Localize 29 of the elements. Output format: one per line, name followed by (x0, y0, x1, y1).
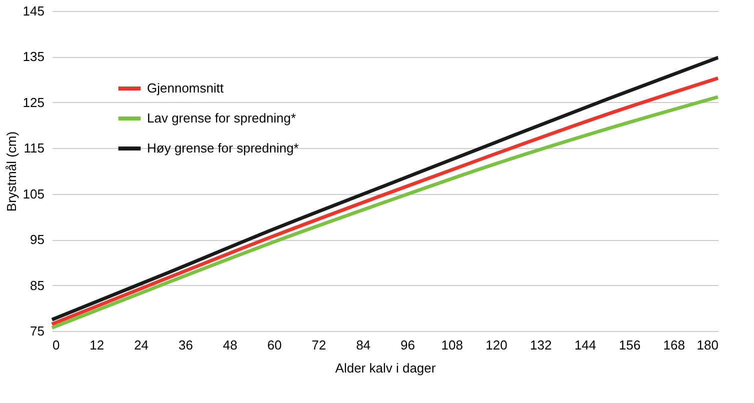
legend-label: Lav grense for spredning* (147, 110, 296, 126)
x-tick-label: 12 (90, 338, 104, 352)
x-tick-label: 108 (441, 338, 463, 352)
x-tick-label: 96 (400, 338, 415, 352)
x-tick-label: 24 (134, 338, 149, 352)
x-tick-label: 48 (222, 338, 238, 352)
x-tick-label: 168 (663, 338, 685, 352)
y-tick-label: 115 (24, 140, 44, 156)
y-tick-label: 125 (22, 94, 44, 110)
x-axis-title: Alder kalv i dager (335, 360, 436, 376)
y-tick-label: 85 (30, 278, 44, 293)
y-axis-title: Brystmål (cm) (4, 131, 19, 212)
y-tick-label: 145 (22, 4, 44, 18)
x-tick-label: 36 (178, 338, 193, 352)
x-tick-label: 72 (312, 338, 326, 352)
y-tick-label: 75 (30, 324, 44, 338)
y-tick-label: 105 (22, 186, 44, 202)
y-tick-label: 135 (22, 49, 44, 64)
x-tick-label: 132 (530, 338, 552, 352)
x-tick-label: 0 (52, 338, 60, 352)
legend-label: Gjennomsnitt (147, 80, 224, 96)
x-tick-label: 60 (267, 338, 282, 352)
x-tick-label: 120 (486, 338, 508, 352)
x-tick-label: 180 (696, 338, 718, 352)
x-tick-label: 84 (356, 338, 371, 352)
x-tick-label: 156 (618, 338, 641, 352)
x-tick-label: 144 (574, 338, 596, 352)
y-tick-label: 95 (30, 232, 44, 248)
legend-label: Høy grense for spredning* (147, 140, 299, 156)
